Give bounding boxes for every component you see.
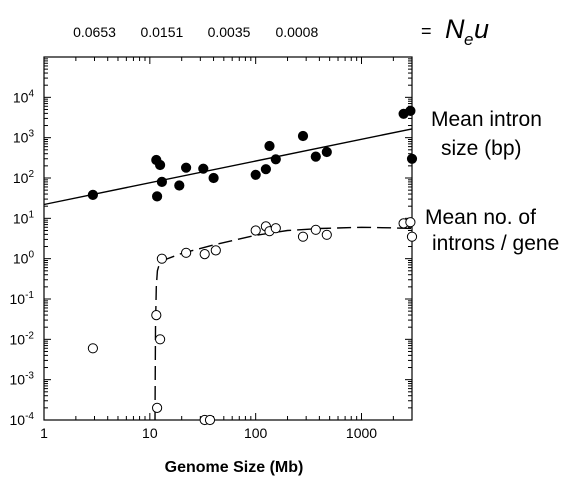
data-points [87, 105, 418, 426]
x-tick-label: 100 [244, 425, 268, 441]
series-label-line: introns / gene [432, 232, 559, 255]
y-tick-label: 100 [13, 250, 35, 267]
intron-size-fit-line [43, 128, 413, 206]
filled-data-point [174, 180, 185, 191]
top-axis-symbol-u: u [474, 14, 489, 44]
filled-data-point [321, 146, 332, 158]
plot-border [43, 56, 413, 421]
open-data-point [210, 245, 221, 256]
y-tick-label: 10-2 [10, 330, 35, 347]
open-data-point [297, 231, 309, 242]
top-axis-tick-label: 0.0151 [140, 24, 183, 40]
filled-data-point [152, 191, 163, 202]
plot-frame [43, 56, 413, 421]
filled-data-point [87, 189, 99, 200]
y-tick-label: 104 [13, 88, 35, 105]
open-data-point [270, 223, 281, 234]
axis-labels: 1 10 100 1000 10-4 10-3 10-2 10-1 100 101 102 103 10… [10, 24, 378, 441]
filled-data-point [310, 151, 321, 162]
y-tick-label: 10-4 [10, 411, 35, 428]
open-data-point [87, 343, 99, 354]
filled-data-point [155, 159, 166, 171]
filled-data-point [260, 164, 271, 175]
open-data-point [321, 229, 332, 240]
open-data-point [310, 224, 321, 235]
filled-data-point [264, 140, 275, 152]
filled-data-point [297, 130, 309, 142]
filled-data-point [181, 162, 192, 173]
x-tick-label: 1 [40, 425, 48, 441]
fit-lines [43, 128, 413, 421]
filled-data-point [156, 176, 167, 187]
top-axis-symbol-subscript: e [464, 30, 473, 49]
filled-data-point [250, 169, 261, 180]
filled-data-point [198, 163, 209, 174]
series-label-line: Mean no. of [425, 206, 536, 229]
y-tick-label: 10-1 [10, 290, 35, 307]
x-tick-label: 10 [142, 425, 158, 441]
y-tick-label: 10-3 [10, 371, 35, 388]
axis-ticks [43, 57, 413, 421]
open-data-point [155, 334, 166, 345]
x-tick-label: 1000 [346, 425, 377, 441]
open-data-point [151, 310, 162, 321]
y-tick-label: 102 [13, 169, 35, 186]
y-tick-label: 101 [13, 209, 35, 226]
series-label-introns-per-gene: Mean no. of introns / gene [425, 206, 559, 255]
top-axis-tick-label: 0.0008 [275, 24, 318, 40]
open-data-point [152, 402, 163, 413]
x-axis-title: Genome Size (Mb) [165, 459, 304, 476]
top-axis-tick-label: 0.0035 [208, 24, 251, 40]
open-data-point [204, 414, 216, 426]
filled-data-point [406, 153, 418, 164]
open-data-point [199, 249, 210, 260]
open-data-point [406, 231, 418, 242]
series-label-line: size (bp) [441, 137, 522, 160]
open-data-point [181, 247, 192, 258]
open-data-point [156, 253, 167, 264]
filled-data-point [208, 172, 219, 184]
top-axis-symbol-n: N [445, 14, 465, 44]
series-label-line: Mean intron [431, 108, 542, 131]
open-data-point [250, 225, 261, 236]
top-axis-tick-label: 0.0653 [73, 24, 116, 40]
filled-data-point [405, 105, 416, 117]
open-data-point [405, 217, 416, 228]
filled-data-point [270, 154, 281, 165]
top-axis-legend: = N e u [421, 14, 489, 49]
top-axis-equals: = [421, 21, 432, 41]
y-tick-label: 103 [13, 129, 35, 146]
introns-per-gene-fit-line [154, 226, 413, 421]
series-label-intron-size: Mean intron size (bp) [431, 108, 542, 160]
